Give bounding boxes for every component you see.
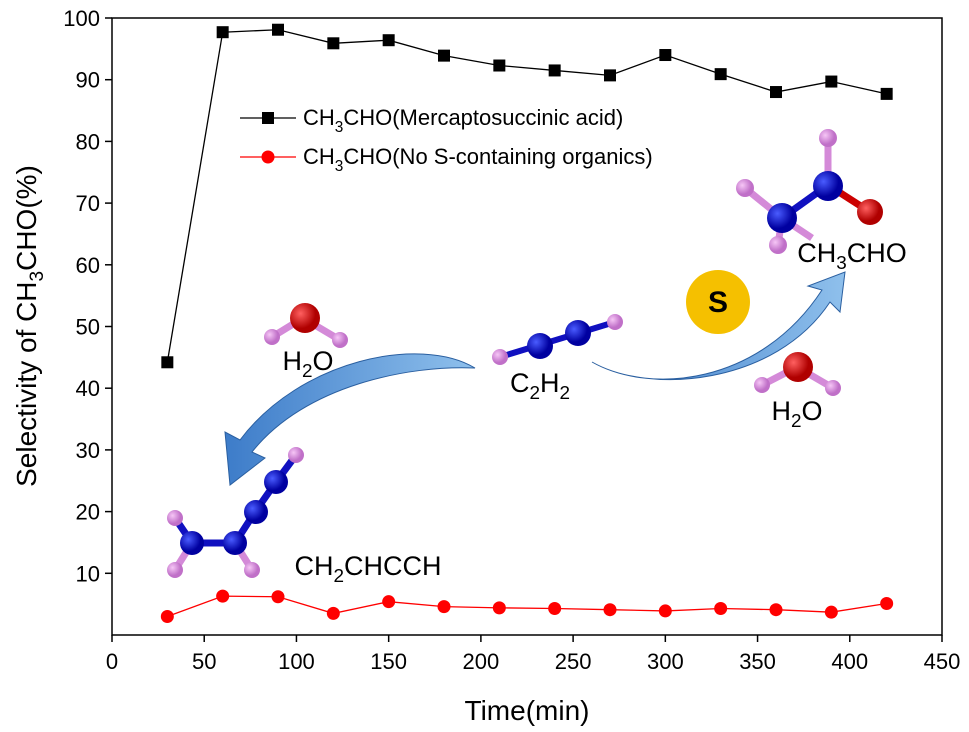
legend-label: CH3CHO(Mercaptosuccinic acid) — [303, 105, 623, 136]
marker — [216, 26, 229, 39]
y-tick-label: 90 — [76, 68, 100, 93]
legend-marker — [262, 112, 274, 124]
marker — [769, 603, 783, 617]
marker — [327, 37, 340, 50]
x-axis-label: Time(min) — [465, 695, 590, 726]
marker — [216, 589, 230, 603]
series-line — [166, 29, 887, 363]
y-tick-label: 10 — [76, 561, 100, 586]
y-axis-label-part: 3 — [27, 271, 48, 282]
y-axis-label-part: CHO(%) — [11, 165, 42, 271]
marker — [548, 601, 562, 615]
annotation: CH3CHO — [797, 238, 907, 274]
legend-label: CH3CHO(No S-containing organics) — [303, 144, 653, 175]
y-tick-label: 60 — [76, 253, 100, 278]
legend-marker — [261, 150, 275, 164]
marker — [714, 601, 728, 615]
y-tick-label: 80 — [76, 129, 100, 154]
y-axis-label-part: Selectivity of CH — [11, 281, 42, 486]
marker — [770, 86, 782, 99]
annotation: S — [708, 286, 728, 319]
y-tick-label: 40 — [76, 376, 100, 401]
marker — [714, 68, 727, 81]
x-tick-label: 150 — [370, 649, 407, 674]
y-tick-label: 100 — [63, 6, 100, 31]
x-tick-label: 50 — [192, 649, 216, 674]
marker — [271, 590, 285, 604]
marker — [326, 606, 340, 620]
marker — [160, 609, 174, 623]
illustration — [167, 129, 883, 578]
marker — [604, 69, 616, 82]
marker — [382, 34, 395, 47]
x-tick-label: 350 — [739, 649, 776, 674]
x-tick-label: 100 — [278, 649, 315, 674]
marker — [272, 23, 284, 36]
marker — [824, 605, 838, 619]
marker — [382, 595, 396, 609]
annotation: CH2CHCCH — [294, 551, 441, 587]
marker — [659, 49, 672, 62]
annotation: H2O — [771, 396, 822, 432]
x-tick-label: 0 — [106, 649, 118, 674]
x-tick-label: 250 — [555, 649, 592, 674]
y-tick-label: 50 — [76, 315, 100, 340]
marker — [880, 87, 893, 100]
marker — [603, 603, 617, 617]
marker — [492, 601, 506, 615]
series-line — [167, 595, 887, 618]
marker — [658, 604, 672, 618]
x-tick-label: 450 — [924, 649, 961, 674]
annotation: H2O — [282, 346, 333, 382]
y-tick-label: 70 — [76, 191, 100, 216]
y-tick-label: 30 — [76, 438, 100, 463]
x-tick-label: 300 — [647, 649, 684, 674]
y-axis-label: Selectivity of CH3CHO(%) — [11, 165, 48, 487]
marker — [493, 59, 506, 72]
marker — [437, 600, 451, 614]
annotation: C2H2 — [510, 368, 570, 404]
marker — [161, 356, 174, 369]
marker — [438, 49, 450, 62]
marker — [548, 64, 561, 77]
marker — [880, 597, 894, 611]
marker — [825, 75, 838, 88]
x-tick-label: 200 — [463, 649, 500, 674]
x-tick-label: 400 — [831, 649, 868, 674]
y-tick-label: 20 — [76, 500, 100, 525]
